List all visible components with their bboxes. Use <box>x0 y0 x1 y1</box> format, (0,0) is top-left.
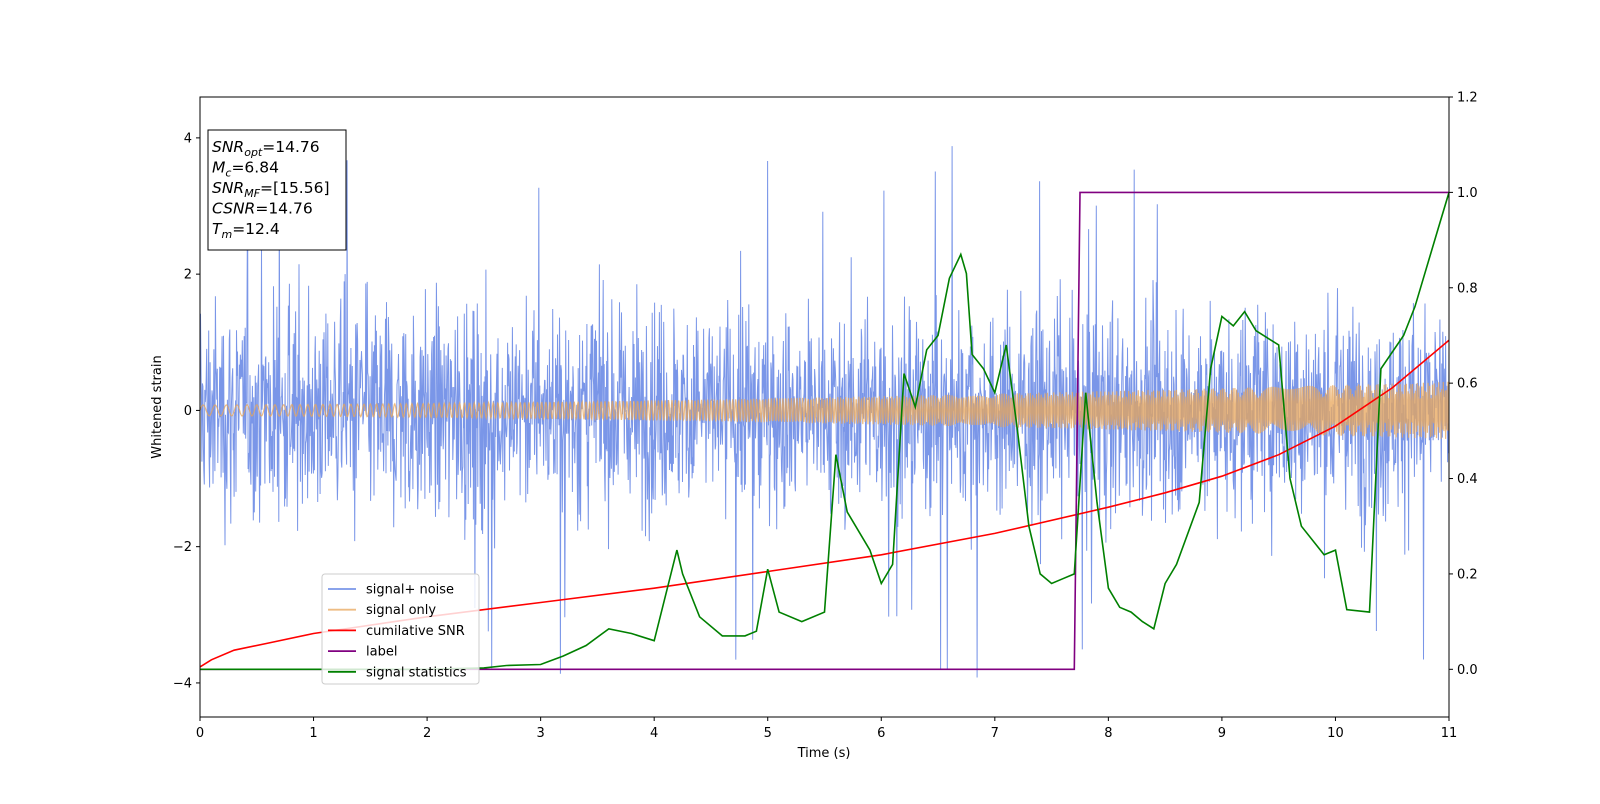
y-tick-label: 2 <box>184 268 192 283</box>
y2-tick-label: 0.4 <box>1457 472 1478 487</box>
series-layer <box>200 146 1449 678</box>
legend-label: signal only <box>366 603 436 618</box>
x-axis: 0 1 2 3 4 5 6 7 8 9 10 11 <box>196 717 1457 741</box>
info-box-line: SNRopt=14.76 <box>212 138 320 159</box>
legend-frame <box>321 573 480 685</box>
y2-tick-label: 0.6 <box>1457 377 1478 392</box>
info-box-line: CSNR=14.76 <box>212 200 313 218</box>
y2-axis-right: 0.0 0.2 0.4 0.6 0.8 1.0 1.2 <box>1449 91 1478 678</box>
plot-frame <box>199 96 1450 718</box>
x-tick-label: 6 <box>877 726 885 741</box>
series-signal-statistics <box>200 192 1449 671</box>
legend-label: cumilative SNR <box>366 624 465 639</box>
info-box-line: Tm=12.4 <box>212 220 280 241</box>
x-tick-label: 2 <box>423 726 431 741</box>
x-axis-label: Time (s) <box>797 746 851 761</box>
y-axis-label: Whitened strain <box>150 355 165 458</box>
legend-label: signal+ noise <box>366 583 454 598</box>
y2-tick-label: 0.0 <box>1457 663 1478 678</box>
x-tick-label: 3 <box>536 726 544 741</box>
info-box-line: SNRMF=[15.56] <box>212 179 330 200</box>
series-signal-only <box>200 381 1449 439</box>
legend: signal+ noise signal only cumilative SNR la… <box>321 573 480 685</box>
series-label <box>200 191 1449 671</box>
x-tick-label: 11 <box>1441 726 1458 741</box>
y-tick-label: 0 <box>184 404 192 419</box>
x-tick-label: 10 <box>1327 726 1344 741</box>
info-box-frame <box>207 129 347 251</box>
x-tick-label: 4 <box>650 726 658 741</box>
info-box: SNRopt=14.76Mc=6.84SNRMF=[15.56]CSNR=14.… <box>207 129 347 251</box>
x-tick-label: 1 <box>309 726 317 741</box>
y-tick-label: −4 <box>173 676 192 691</box>
y2-tick-label: 0.2 <box>1457 567 1478 582</box>
x-tick-label: 0 <box>196 726 204 741</box>
legend-label: signal statistics <box>366 665 467 680</box>
x-tick-label: 7 <box>991 726 999 741</box>
y2-tick-label: 0.8 <box>1457 281 1478 296</box>
legend-label: label <box>366 645 397 660</box>
y-tick-label: 4 <box>184 131 192 146</box>
info-box-line: Mc=6.84 <box>212 159 279 180</box>
y-tick-label: −2 <box>173 540 192 555</box>
x-tick-label: 5 <box>764 726 772 741</box>
x-tick-label: 9 <box>1218 726 1226 741</box>
y-axis: −4 −2 0 2 4 <box>173 131 200 691</box>
y2-tick-label: 1.0 <box>1457 186 1478 201</box>
x-tick-label: 8 <box>1104 726 1112 741</box>
y2-tick-label: 1.2 <box>1457 91 1478 106</box>
